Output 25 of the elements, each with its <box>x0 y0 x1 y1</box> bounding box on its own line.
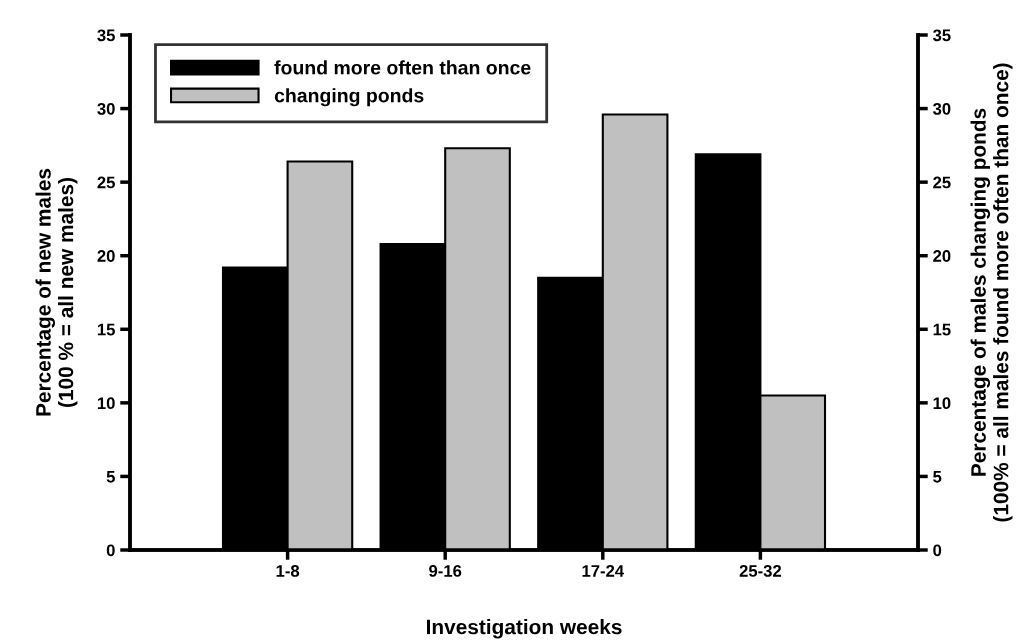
y2-axis-title: Percentage of males changing ponds (100% = all males found more often than once) <box>970 63 1013 522</box>
legend-label: changing ponds <box>274 88 424 107</box>
y2-tick-label: 35 <box>932 29 951 42</box>
y2-tick-label: 25 <box>933 176 951 189</box>
y-tick-label: 30 <box>97 102 115 115</box>
x-tick-label: 9-16 <box>429 565 462 577</box>
y2-tick-label: 15 <box>933 323 951 336</box>
y2-tick-label: 0 <box>933 544 942 557</box>
y-axis-title: Percentage of new males (100 % = all new males) <box>35 168 78 416</box>
x-axis-title: Investigation weeks <box>426 619 622 639</box>
y-tick-label: 25 <box>97 176 115 189</box>
y2-tick-label: 30 <box>932 102 951 115</box>
y-tick-label: 35 <box>97 29 115 42</box>
y2-tick-label: 5 <box>933 471 942 483</box>
x-tick-label: 25-32 <box>739 565 782 577</box>
y-tick-label: 10 <box>97 397 115 410</box>
y-tick-label: 0 <box>106 544 115 557</box>
x-tick-label: 1-8 <box>276 565 300 577</box>
y-tick-label: 15 <box>97 323 115 336</box>
y-tick-label: 5 <box>106 471 115 483</box>
y-tick-label: 20 <box>97 250 115 262</box>
y2-tick-label: 10 <box>933 397 951 410</box>
y2-tick-label: 20 <box>933 250 951 262</box>
legend-label: found more often than once <box>274 60 531 75</box>
x-tick-label: 17-24 <box>582 565 625 577</box>
